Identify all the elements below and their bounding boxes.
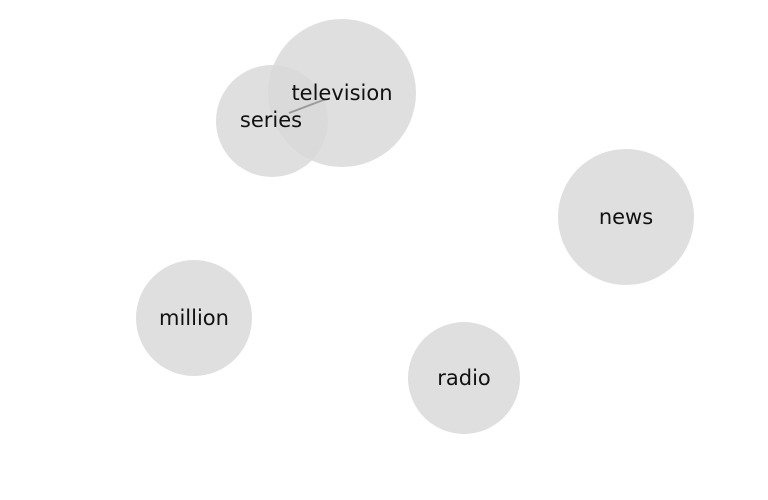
bubble-news[interactable]: [558, 149, 694, 285]
bubble-million[interactable]: [136, 260, 252, 376]
edge-series-television: [288, 98, 327, 114]
label-television: television: [291, 81, 392, 105]
label-news: news: [599, 205, 653, 229]
label-million: million: [159, 306, 229, 330]
label-series: series: [240, 108, 302, 132]
label-radio: radio: [437, 366, 491, 390]
bubble-series[interactable]: [216, 65, 328, 177]
bubble-radio[interactable]: [408, 322, 520, 434]
